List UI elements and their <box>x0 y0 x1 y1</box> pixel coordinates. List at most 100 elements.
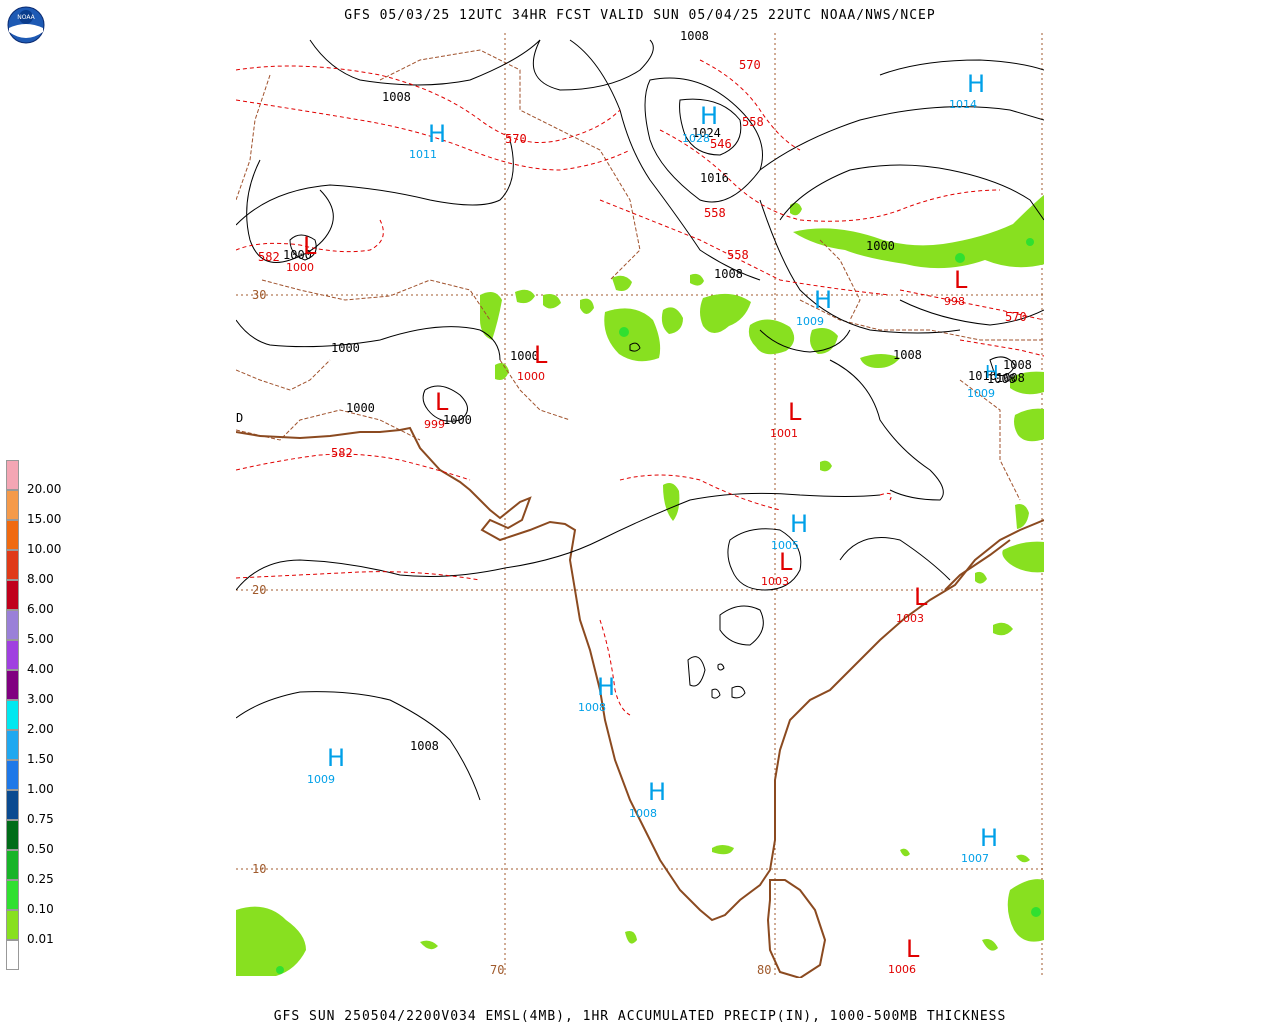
high-marker: H <box>967 70 985 98</box>
thickness-line <box>899 289 1044 321</box>
isobar <box>569 39 761 281</box>
precip-patch <box>580 298 594 314</box>
thickness-line <box>699 59 801 151</box>
isobar <box>731 685 746 699</box>
border-line <box>799 299 1044 341</box>
lon-label: 80 <box>757 963 771 977</box>
low-marker: L <box>788 398 802 426</box>
low-value: 1003 <box>896 612 924 625</box>
precip-patch <box>515 289 535 304</box>
precip-patch <box>690 273 704 286</box>
legend-label: 1.50 <box>27 752 54 766</box>
grid-labels: 30 20 10 70 80 <box>252 288 771 977</box>
high-center: H 1005 <box>771 510 808 552</box>
isobar-label: 1016 <box>968 369 997 383</box>
thickness-line <box>236 453 471 481</box>
thickness-labels: 570 570 558 546 558 558 582 582 570 <box>258 58 1027 460</box>
high-value: 1009 <box>796 315 824 328</box>
thickness-label: 558 <box>727 248 749 262</box>
legend-label: 0.10 <box>27 902 54 916</box>
isobar <box>717 663 725 671</box>
noaa-logo: NOAA <box>7 6 45 44</box>
legend-swatch <box>6 580 19 610</box>
precip-patch <box>860 354 900 368</box>
isobar-label: 1008 <box>1003 358 1032 372</box>
low-value: 1000 <box>286 261 314 274</box>
low-value: 1001 <box>770 427 798 440</box>
low-center: L 999 <box>424 388 449 431</box>
precip-patch <box>700 293 751 333</box>
precip-areas <box>236 194 1044 976</box>
legend-swatch <box>6 670 19 700</box>
legend-swatch <box>6 700 19 730</box>
high-marker: H <box>597 673 615 701</box>
legend-label: 4.00 <box>27 662 54 676</box>
thickness-label: 546 <box>710 137 732 151</box>
legend-label: 6.00 <box>27 602 54 616</box>
high-center: H 1009 <box>307 744 345 786</box>
precip-patch <box>982 939 998 951</box>
lat-label: 10 <box>252 862 266 876</box>
precip-core <box>276 966 284 974</box>
high-value: 1008 <box>629 807 657 820</box>
legend-swatch <box>6 820 19 850</box>
political-boundaries <box>236 49 1044 501</box>
isobar <box>236 319 501 361</box>
precip-patch <box>604 308 661 362</box>
legend-swatch <box>6 730 19 760</box>
high-centers: H 1011 H 1014 H 1028 H 1009 H 1009 H 100… <box>307 70 999 865</box>
isobar <box>711 688 721 699</box>
isobar <box>779 164 1044 221</box>
isobar <box>629 342 641 352</box>
isobar <box>644 77 763 203</box>
low-center: L 1001 <box>770 398 802 440</box>
legend-swatch <box>6 640 19 670</box>
low-marker: L <box>534 341 548 369</box>
border-line <box>236 359 331 391</box>
precip-core <box>1031 907 1041 917</box>
isobar-label: 1000 <box>443 413 472 427</box>
high-value: 1005 <box>771 539 799 552</box>
precip-patch <box>1002 541 1044 573</box>
isobar-label: 1008 <box>714 267 743 281</box>
isobar <box>422 385 468 422</box>
isobar <box>759 199 961 334</box>
thickness-line <box>959 339 1044 357</box>
isobar <box>899 299 1044 326</box>
border-line <box>261 279 491 321</box>
high-marker: H <box>327 744 345 772</box>
low-marker: L <box>303 232 317 260</box>
thickness-label: 570 <box>739 58 761 72</box>
precip-core <box>619 327 629 337</box>
isobar-label: 1000 <box>283 248 312 262</box>
thickness-line <box>236 571 481 581</box>
low-center: L 1006 <box>888 935 920 976</box>
isobar-labels: 1008 1008 1024 1016 1000 1000 1008 1000 … <box>236 29 1032 753</box>
low-value: 1000 <box>517 370 545 383</box>
precip-patch <box>420 940 438 950</box>
precip-patch <box>661 307 683 334</box>
low-value: 998 <box>944 295 965 308</box>
border-line <box>499 359 571 421</box>
low-value: 999 <box>424 418 445 431</box>
high-center: H 1011 <box>409 120 446 161</box>
border-line <box>379 49 641 281</box>
legend-label: 5.00 <box>27 632 54 646</box>
high-center: H 1014 <box>949 70 985 111</box>
noaa-logo-text: NOAA <box>17 14 35 21</box>
high-center: H 1008 <box>578 673 615 714</box>
legend-label: 1.00 <box>27 782 54 796</box>
isobar <box>289 234 317 261</box>
coastline-west <box>236 426 1044 922</box>
legend-label: 20.00 <box>27 482 62 496</box>
isobar-label: 1000 <box>510 349 539 363</box>
lon-label: 70 <box>490 963 504 977</box>
isobar-label: 1008 <box>893 348 922 362</box>
isobar-label: 1008 <box>680 29 709 43</box>
precip-core <box>955 253 965 263</box>
legend-label: 0.01 <box>27 932 54 946</box>
isobar <box>829 359 944 501</box>
precip-patch <box>495 363 509 380</box>
high-value: 1014 <box>949 98 977 111</box>
